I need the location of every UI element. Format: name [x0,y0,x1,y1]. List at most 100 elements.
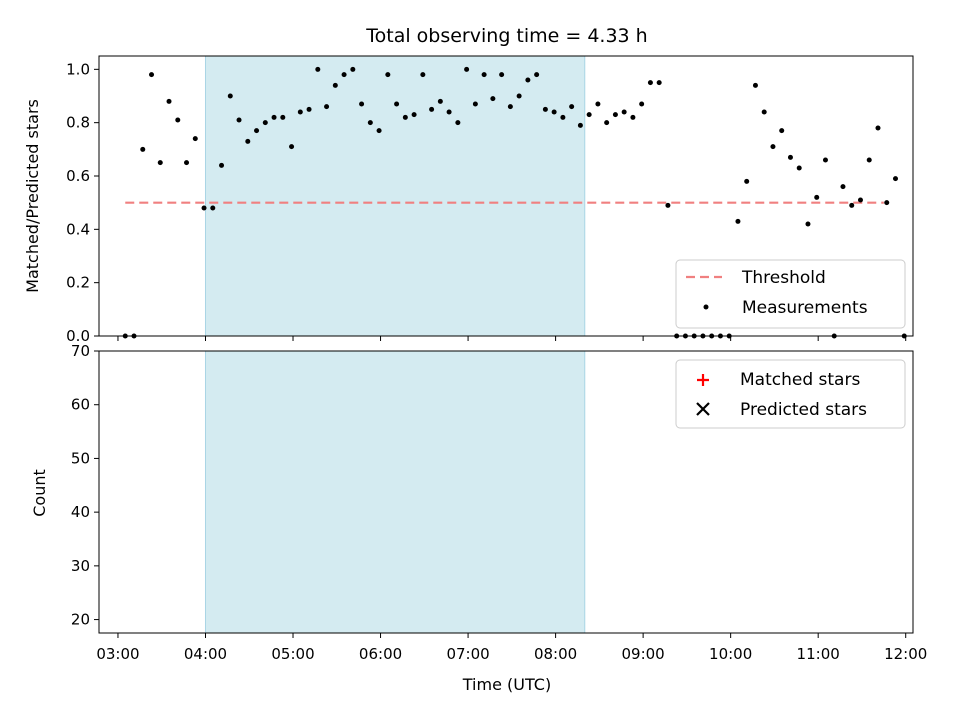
measurement-point [779,128,785,134]
measurement-point [770,144,776,150]
measurement-point [446,109,452,115]
measurement-point [822,157,828,163]
measurement-point [359,101,365,107]
top-y-tick-label: 0.4 [66,220,90,238]
measurement-point [866,157,872,163]
measurement-point [297,109,303,115]
bottom-frame [98,350,914,634]
measurement-point [612,112,618,118]
measurement-point [367,120,373,126]
x-tick-label: 06:00 [359,645,402,663]
measurement-point [472,101,478,107]
measurement-point [787,154,793,160]
measurement-point [411,112,417,118]
measurement-point [227,93,233,99]
top-frame [98,55,914,337]
measurement-point [140,146,146,152]
x-tick-label: 09:00 [622,645,665,663]
measurement-point [656,80,662,86]
measurement-point [849,202,855,208]
legend-predicted-swatch [696,402,710,416]
top-panel: 0.0 0.2 0.4 0.6 0.8 1.0 Matched/Predicted sta… [23,55,914,345]
measurement-point [175,117,181,123]
measurement-point [341,72,347,78]
legend-predicted-label: Predicted stars [740,400,867,420]
top-y-tick-label: 0.6 [66,167,90,185]
measurement-point [376,128,382,134]
measurement-point [166,98,172,104]
bottom-legend: Matched stars Predicted stars [675,359,906,429]
measurement-point [271,114,277,120]
measurement-point [236,117,242,123]
measurement-point [254,128,260,134]
legend-matched-label: Matched stars [740,370,860,390]
measurement-point [437,98,443,104]
measurement-point [875,125,881,131]
measurement-point [647,80,653,86]
x-tick-label: 07:00 [446,645,489,663]
bottom-y-axis-label: Count [30,469,49,517]
measurement-point [639,101,645,107]
measurement-point [752,82,758,88]
measurement-point [499,72,505,78]
measurement-point [892,176,898,182]
measurement-point [577,122,583,128]
bottom-y-tick-label: 60 [71,396,90,414]
top-x-ticks [117,336,907,341]
measurement-point [324,104,330,110]
top-y-ticks: 0.0 0.2 0.4 0.6 0.8 1.0 [66,60,99,345]
measurement-point [455,120,461,126]
measurement-point [621,109,627,115]
measurement-points [122,66,907,339]
measurement-point [402,114,408,120]
measurement-point [201,205,207,211]
bottom-y-tick-label: 50 [71,449,90,467]
measurement-point [289,144,295,150]
top-y-tick-label: 0.8 [66,114,90,132]
measurement-point [735,218,741,224]
measurement-point [516,93,522,99]
measurement-point [219,162,225,168]
x-tick-label: 03:00 [96,645,139,663]
measurement-point [525,77,531,83]
measurement-point [840,184,846,190]
measurement-point [884,200,890,206]
measurement-point [534,72,540,78]
x-tick-label: 11:00 [797,645,840,663]
measurement-point [630,114,636,120]
measurement-point [464,66,470,72]
measurement-point [192,136,198,142]
measurement-point [595,101,601,107]
top-y-tick-label: 0.2 [66,274,90,292]
measurement-point [551,109,557,115]
measurement-point [744,178,750,184]
bottom-x-ticks: 03:00 04:00 05:00 06:00 07:00 08:00 09:00 10:00… [96,633,927,663]
bottom-y-tick-label: 30 [71,557,90,575]
bottom-observing-window [204,350,586,634]
measurement-point [385,72,391,78]
measurement-point [542,106,548,112]
top-observing-window [204,55,586,337]
measurement-point [157,160,163,166]
top-y-tick-label: 0.0 [66,327,90,345]
measurement-point [805,221,811,227]
top-legend-box [675,259,906,329]
measurement-point [332,82,338,88]
measurement-point [306,106,312,112]
bottom-y-tick-label: 70 [71,342,90,360]
measurement-point [210,205,216,211]
measurement-point [315,66,321,72]
measurement-point [665,202,671,208]
measurement-point [184,160,190,166]
measurement-point [857,197,863,203]
measurement-point [262,120,268,126]
bottom-panel: 20 30 40 50 60 70 03:00 04:00 05:00 06:00 07:00 08… [30,342,927,694]
legend-threshold-label: Threshold [741,268,826,288]
x-tick-label: 10:00 [709,645,752,663]
measurement-point [394,101,400,107]
measurement-point [560,114,566,120]
bottom-y-ticks: 20 30 40 50 60 70 [71,342,99,629]
top-y-axis-label: Matched/Predicted stars [23,99,42,293]
top-legend: Threshold Measurements [675,259,906,329]
